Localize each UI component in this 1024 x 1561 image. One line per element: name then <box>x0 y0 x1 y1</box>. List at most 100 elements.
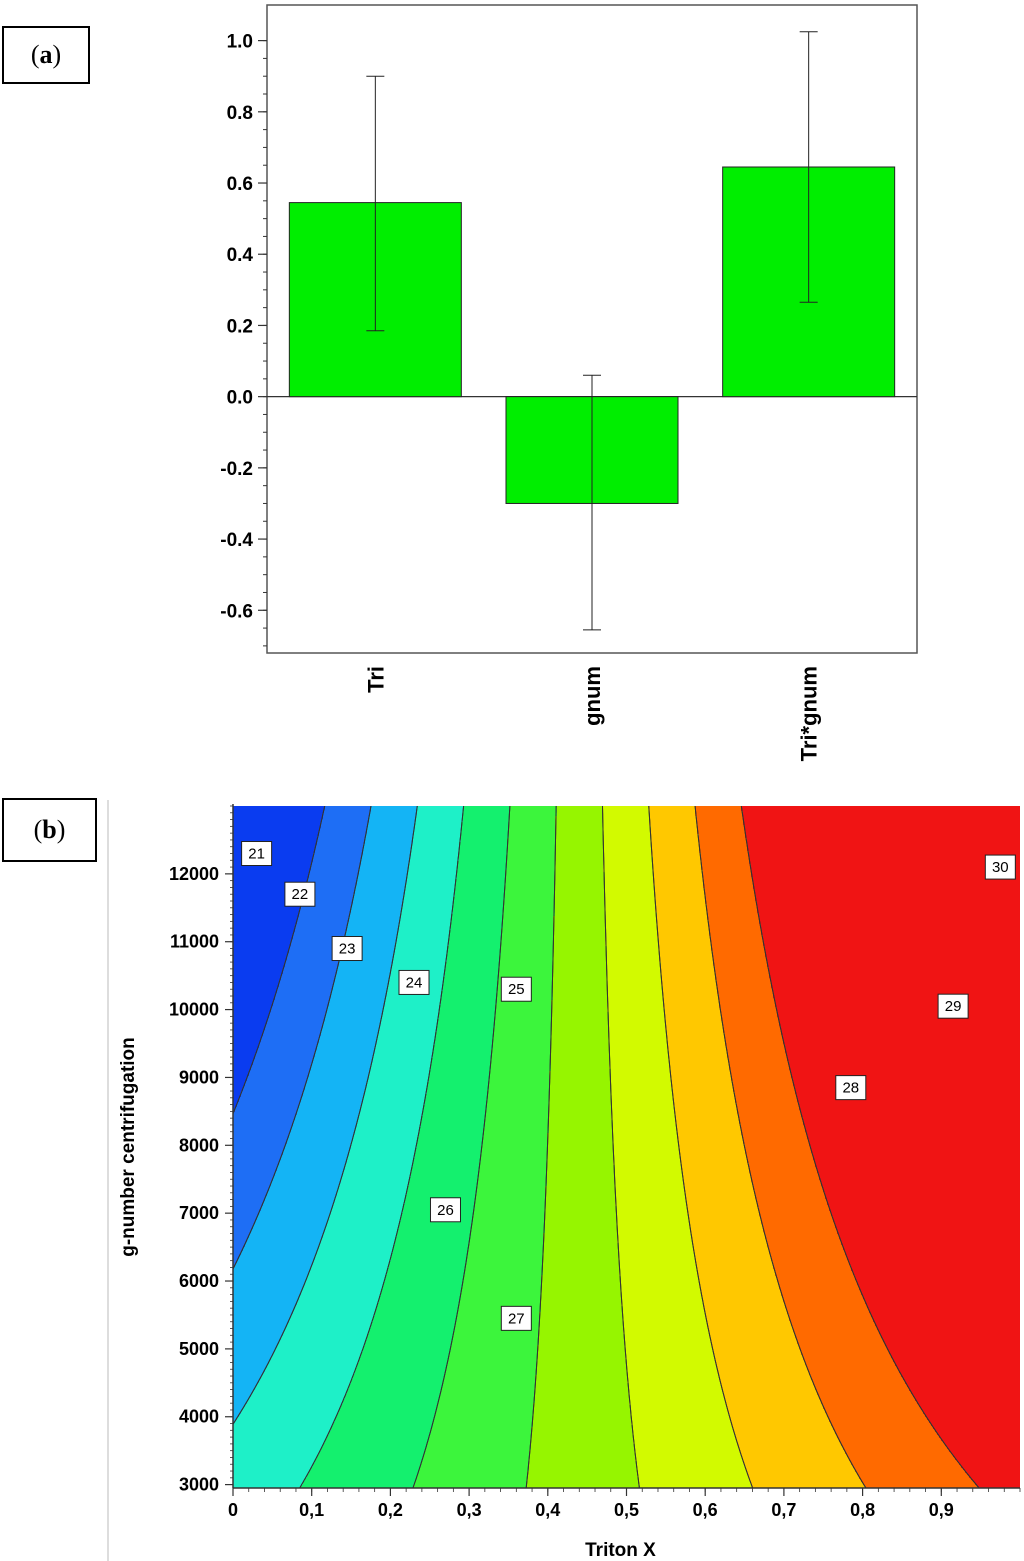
contour-band <box>815 1390 818 1488</box>
contour-band <box>273 1000 276 1177</box>
contour-band <box>949 806 952 1453</box>
contour-band <box>775 1276 778 1488</box>
contour-band <box>313 806 316 854</box>
contour-band <box>495 806 498 1005</box>
contour-band <box>445 806 448 963</box>
contour-band <box>809 1375 812 1488</box>
contour-band <box>279 980 282 1161</box>
contour-band <box>659 806 662 963</box>
contour-band <box>777 806 780 1018</box>
contour-label: 28 <box>842 1080 859 1097</box>
contour-band <box>345 1163 348 1395</box>
contour-band <box>339 806 342 958</box>
contour-band <box>469 1237 472 1488</box>
contour-band <box>431 1427 434 1488</box>
contour-band <box>265 806 268 1025</box>
contour-band <box>577 806 580 1488</box>
contour-band <box>603 872 606 1488</box>
contour-band <box>685 806 688 1201</box>
contour-band <box>949 1452 952 1488</box>
contour-band <box>435 806 438 1033</box>
contour-band <box>529 1450 532 1488</box>
contour-band <box>277 806 280 988</box>
contour-band <box>735 1103 738 1440</box>
contour-band <box>717 1373 720 1488</box>
contour-band <box>963 806 966 1471</box>
contour-band <box>423 1105 426 1455</box>
y-tick-label: 3000 <box>179 1475 219 1495</box>
contour-band <box>605 946 608 1488</box>
contour-band <box>543 806 546 1234</box>
contour-band <box>819 1180 822 1400</box>
contour-band <box>707 1328 710 1488</box>
contour-band <box>695 806 698 817</box>
contour-band <box>257 1383 260 1488</box>
contour-label: 25 <box>508 981 525 998</box>
contour-band <box>335 1417 338 1488</box>
contour-band <box>945 1446 948 1488</box>
contour-band <box>337 1413 340 1488</box>
contour-band <box>621 1306 624 1488</box>
contour-band <box>831 1426 834 1488</box>
contour-band <box>505 806 508 871</box>
contour-band <box>893 1362 896 1488</box>
contour-band <box>819 806 822 1181</box>
contour-band <box>385 996 388 1276</box>
contour-band <box>637 806 640 1478</box>
contour-band <box>277 1344 280 1488</box>
contour-label-box <box>937 993 969 1019</box>
contour-band <box>463 806 466 1276</box>
contour-band <box>907 1387 910 1488</box>
contour-band <box>771 1261 774 1488</box>
contour-band <box>383 806 386 1007</box>
contour-band <box>367 1334 370 1488</box>
contour-band <box>701 870 704 1298</box>
contour-band <box>811 1380 814 1488</box>
contour-band <box>303 1285 306 1482</box>
category-label: gnum <box>580 666 605 726</box>
contour-band <box>381 1015 384 1290</box>
contour-band <box>757 1207 760 1488</box>
contour-band <box>631 1425 634 1488</box>
contour-band <box>325 806 328 1014</box>
contour-band <box>269 1012 272 1187</box>
contour-band <box>543 1233 546 1488</box>
contour-band <box>457 806 460 862</box>
contour-band <box>835 806 838 1229</box>
contour-band <box>901 806 904 1378</box>
contour-band <box>329 1214 332 1432</box>
contour-band <box>895 1366 898 1488</box>
contour-band <box>611 1120 614 1488</box>
contour-band <box>475 1194 478 1488</box>
contour-band <box>237 806 240 1103</box>
contour-band <box>895 806 898 1367</box>
contour-band <box>419 806 422 1128</box>
contour-band <box>811 806 814 1154</box>
contour-band <box>713 806 716 967</box>
contour-band <box>409 1177 412 1488</box>
contour-band <box>433 806 436 1046</box>
contour-label-box <box>284 881 316 907</box>
contour-band <box>779 1026 782 1290</box>
panel-a-label-close: ) <box>52 40 62 69</box>
contour-band <box>779 1289 782 1488</box>
contour-band <box>757 913 760 1208</box>
contour-band <box>401 806 404 908</box>
contour-band <box>879 1334 882 1488</box>
contour-band <box>369 812 372 1071</box>
contour-band <box>787 806 790 1062</box>
contour-band <box>931 1426 934 1488</box>
contour-band <box>737 1446 740 1488</box>
contour-band <box>321 1238 324 1448</box>
contour-band <box>257 1215 260 1384</box>
contour-band <box>899 806 902 1374</box>
contour-band <box>235 806 238 1108</box>
contour-band <box>315 1254 318 1460</box>
contour-band <box>433 1419 436 1488</box>
contour-band <box>549 1071 552 1488</box>
contour-band <box>271 1006 274 1182</box>
contour-band <box>777 1282 780 1488</box>
contour-band <box>273 1352 276 1488</box>
contour-band <box>843 1450 846 1488</box>
contour-band <box>877 1330 880 1488</box>
